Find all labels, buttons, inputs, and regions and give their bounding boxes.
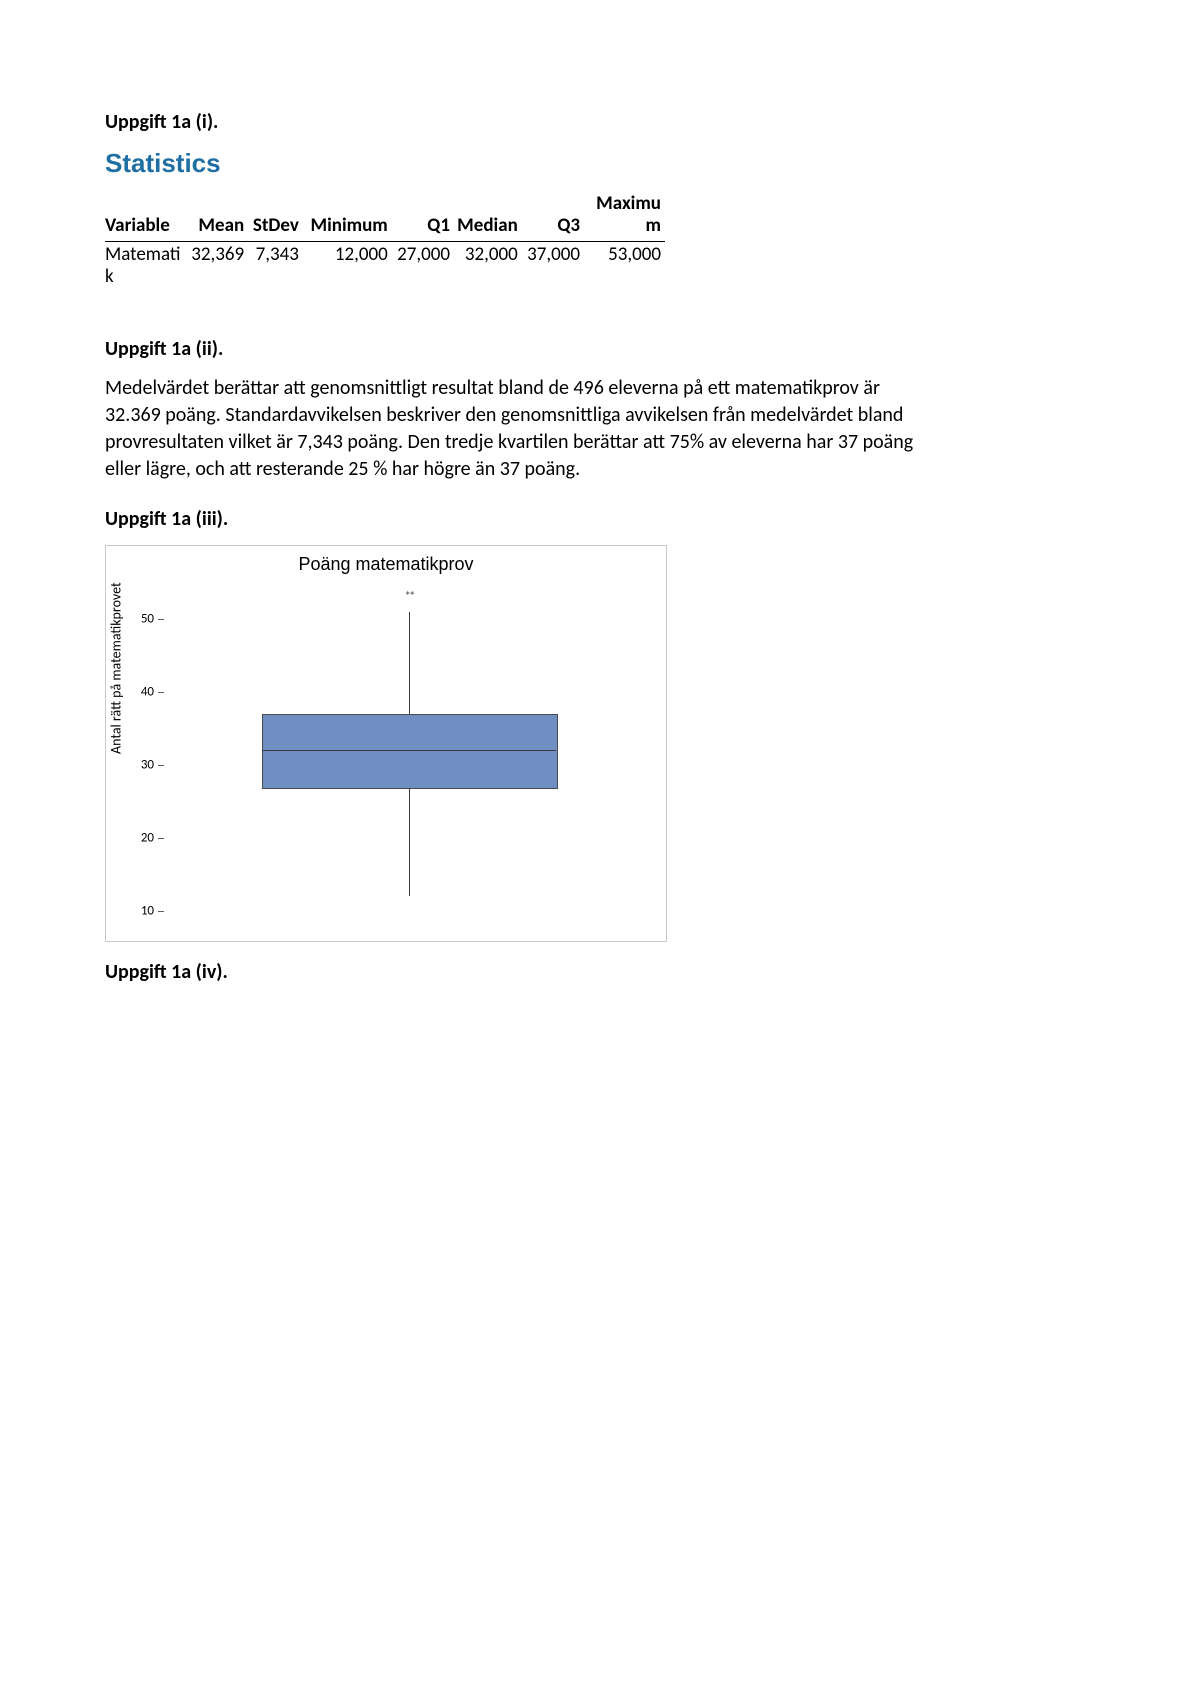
boxplot-tick bbox=[158, 911, 164, 912]
boxplot-whisker-lower bbox=[409, 787, 410, 896]
boxplot-tick-label: 40 bbox=[141, 684, 154, 699]
cell-q1: 27,000 bbox=[392, 241, 454, 287]
boxplot-whisker-upper bbox=[409, 612, 410, 714]
boxplot-tick-label: 50 bbox=[141, 611, 154, 626]
col-mean: Mean bbox=[186, 193, 248, 241]
boxplot-tick bbox=[158, 838, 164, 839]
col-maximum: Maximum bbox=[584, 193, 665, 241]
table-row: Matematik 32,369 7,343 12,000 27,000 32,… bbox=[105, 241, 665, 287]
col-stdev: StDev bbox=[248, 193, 303, 241]
statistics-table: Variable Mean StDev Minimum Q1 Median Q3… bbox=[105, 193, 665, 287]
cell-median: 32,000 bbox=[454, 241, 522, 287]
boxplot-tick-label: 20 bbox=[141, 830, 154, 845]
boxplot-title: Poäng matematikprov bbox=[106, 554, 666, 575]
boxplot-tick bbox=[158, 619, 164, 620]
col-q1: Q1 bbox=[392, 193, 454, 241]
cell-minimum: 12,000 bbox=[303, 241, 392, 287]
heading-task-iv: Uppgift 1a (iv). bbox=[105, 960, 1095, 984]
cell-variable: Matematik bbox=[105, 241, 186, 287]
boxplot-plot-area: 1020304050** bbox=[164, 582, 654, 925]
boxplot-outliers: ** bbox=[405, 589, 414, 604]
heading-task-iii: Uppgift 1a (iii). bbox=[105, 507, 1095, 531]
heading-task-ii: Uppgift 1a (ii). bbox=[105, 337, 1095, 361]
boxplot-tick-label: 10 bbox=[141, 903, 154, 918]
boxplot-tick bbox=[158, 692, 164, 693]
col-median: Median bbox=[454, 193, 522, 241]
cell-stdev: 7,343 bbox=[248, 241, 303, 287]
table-header-row: Variable Mean StDev Minimum Q1 Median Q3… bbox=[105, 193, 665, 241]
boxplot-box bbox=[262, 714, 558, 789]
col-minimum: Minimum bbox=[303, 193, 392, 241]
col-variable: Variable bbox=[105, 193, 186, 241]
paragraph-ii: Medelvärdet berättar att genomsnittligt … bbox=[105, 375, 925, 483]
col-q3: Q3 bbox=[522, 193, 584, 241]
boxplot-tick bbox=[158, 765, 164, 766]
heading-task-i: Uppgift 1a (i). bbox=[105, 110, 1095, 134]
boxplot-figure: Poäng matematikprov Antal rätt på matema… bbox=[105, 545, 667, 942]
cell-mean: 32,369 bbox=[186, 241, 248, 287]
boxplot-median bbox=[262, 750, 556, 751]
boxplot-tick-label: 30 bbox=[141, 757, 154, 772]
cell-maximum: 53,000 bbox=[584, 241, 665, 287]
statistics-title: Statistics bbox=[105, 148, 1095, 179]
cell-q3: 37,000 bbox=[522, 241, 584, 287]
boxplot-y-label: Antal rätt på matematikprovet bbox=[108, 734, 125, 754]
